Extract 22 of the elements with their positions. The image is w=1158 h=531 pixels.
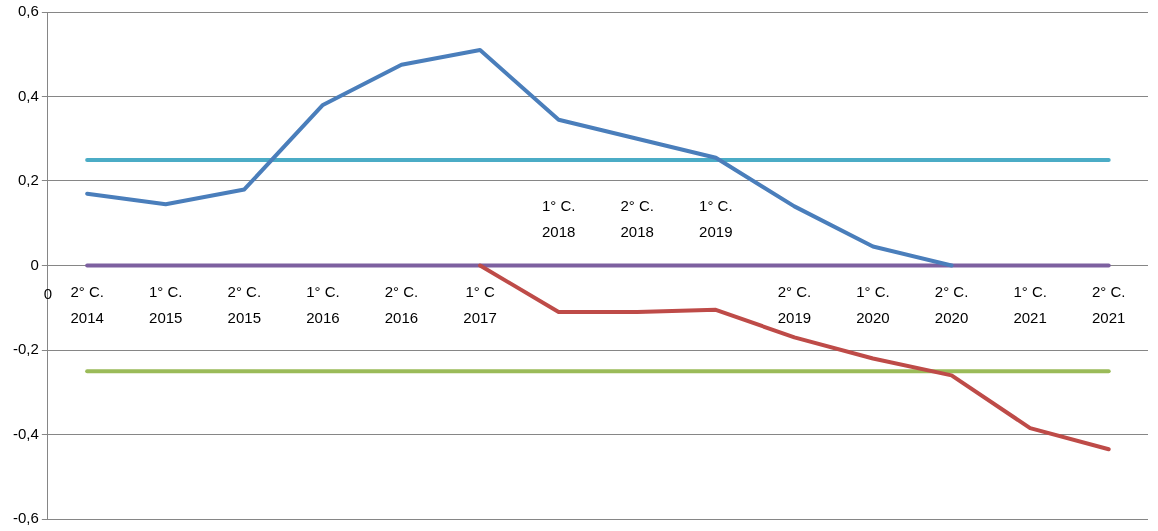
y-tick-label: 0 — [30, 255, 39, 273]
annotation: 0 — [43, 285, 53, 303]
y-tick-label: 0,4 — [17, 86, 39, 104]
y-tick-label: -0,2 — [12, 340, 39, 358]
y-tick-label: -0,4 — [12, 424, 39, 442]
y-tick-label: 0,6 — [17, 2, 39, 20]
x-tick-label: 2° C. 2014 — [70, 283, 104, 327]
x-tick-label: 1° C 2017 — [463, 283, 497, 327]
y-tick-label: -0,6 — [12, 509, 39, 527]
x-tick-label: 1° C. 2020 — [856, 283, 890, 327]
x-tick-label: 1° C. 2018 — [541, 197, 576, 241]
x-tick-label: 2° C. 2018 — [620, 197, 654, 241]
x-tick-label: 2° C. 2019 — [777, 283, 812, 327]
x-tick-label: 2° C. 2015 — [227, 283, 262, 327]
x-tick-label: 1° C. 2015 — [148, 283, 183, 327]
x-tick-label: 2° C. 2021 — [1091, 283, 1126, 327]
y-tick-label: 0,2 — [17, 171, 39, 189]
x-tick-label: 2° C. 2016 — [384, 283, 419, 327]
x-tick-label: 2° C. 2020 — [934, 283, 969, 327]
x-tick-label: 1° C. 2016 — [306, 283, 340, 327]
x-tick-label: 1° C. 2019 — [699, 197, 733, 241]
x-tick-label: 1° C. 2021 — [1013, 283, 1047, 327]
